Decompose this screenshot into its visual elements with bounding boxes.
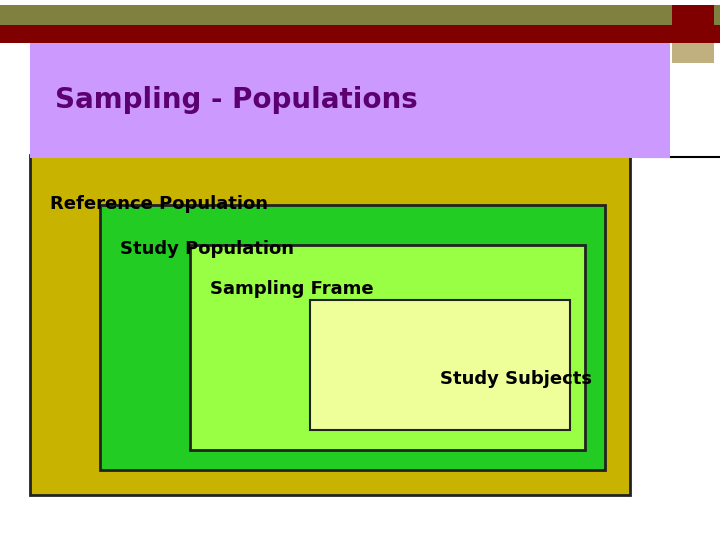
Text: Study Population: Study Population xyxy=(120,240,294,258)
Text: Reference Population: Reference Population xyxy=(50,195,268,213)
Bar xyxy=(672,43,714,63)
Bar xyxy=(672,5,714,43)
Text: Sampling - Populations: Sampling - Populations xyxy=(55,86,418,114)
Bar xyxy=(30,155,630,495)
Bar xyxy=(0,5,720,25)
Bar xyxy=(190,245,585,450)
Text: Study Subjects: Study Subjects xyxy=(440,370,592,388)
Text: Sampling Frame: Sampling Frame xyxy=(210,280,374,298)
Bar xyxy=(100,205,605,470)
Bar xyxy=(310,300,570,430)
Bar xyxy=(0,25,720,43)
Bar xyxy=(30,43,670,158)
